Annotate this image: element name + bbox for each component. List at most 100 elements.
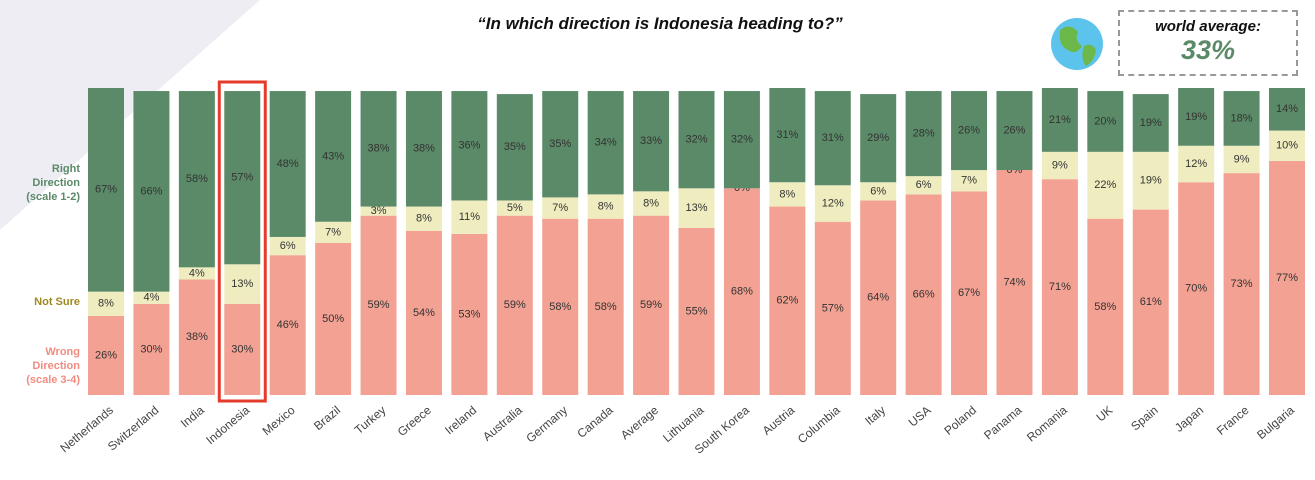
bar-segment bbox=[769, 206, 806, 395]
highlight-box bbox=[217, 80, 267, 403]
data-label: 32% bbox=[731, 134, 753, 146]
data-label: 31% bbox=[822, 132, 844, 144]
data-label: 12% bbox=[1185, 158, 1207, 170]
data-label: 57% bbox=[231, 172, 253, 184]
chart-title: “In which direction is Indonesia heading… bbox=[477, 14, 843, 33]
data-label: 11% bbox=[459, 211, 480, 223]
data-label: 7% bbox=[961, 175, 977, 187]
bar-segment bbox=[451, 233, 488, 395]
bar-segment bbox=[1178, 88, 1215, 146]
bar-segment bbox=[1269, 130, 1305, 161]
data-label: 22% bbox=[1094, 179, 1116, 191]
bar-segment bbox=[178, 279, 215, 395]
data-label: 26% bbox=[95, 349, 117, 361]
data-label: 7% bbox=[325, 226, 341, 238]
data-label: 19% bbox=[1140, 175, 1162, 187]
bar-segment bbox=[451, 91, 488, 201]
data-label: 53% bbox=[458, 308, 480, 320]
data-label: 62% bbox=[776, 295, 798, 307]
x-tick-label: Columbia bbox=[795, 403, 843, 447]
data-label: 61% bbox=[1140, 296, 1162, 308]
data-label: 59% bbox=[640, 299, 662, 311]
bar-segment bbox=[224, 91, 261, 265]
data-label: 33% bbox=[640, 135, 662, 147]
data-label: 14% bbox=[1276, 103, 1298, 115]
bar-segment bbox=[633, 91, 670, 192]
bar-segment bbox=[178, 267, 215, 280]
bar-segment bbox=[905, 91, 942, 177]
bar-segment bbox=[905, 194, 942, 395]
x-tick-label: Canada bbox=[574, 403, 615, 441]
data-label: 36% bbox=[458, 140, 480, 152]
data-label: 6% bbox=[280, 240, 296, 252]
data-label: 58% bbox=[186, 173, 208, 185]
bar-segment bbox=[315, 221, 352, 244]
bar-segment bbox=[269, 236, 306, 256]
data-label: 4% bbox=[143, 292, 159, 304]
bar-segment bbox=[769, 182, 806, 207]
legend-entry: Right Direction (scale 1-2) bbox=[26, 163, 80, 203]
data-label: 59% bbox=[504, 299, 526, 311]
bar-segment bbox=[224, 264, 261, 304]
data-label: 13% bbox=[231, 278, 253, 290]
bar-segment bbox=[996, 170, 1033, 395]
x-tick-label: Mexico bbox=[260, 403, 298, 438]
bar-segment bbox=[542, 218, 579, 395]
bar-segment bbox=[951, 91, 988, 171]
bar-segment bbox=[360, 215, 397, 395]
data-label: 64% bbox=[867, 292, 889, 304]
bar-segment bbox=[587, 91, 624, 195]
data-label: 38% bbox=[413, 143, 435, 155]
bar-segment bbox=[723, 91, 760, 189]
x-tick-label: Australia bbox=[480, 403, 525, 444]
data-label: 8% bbox=[598, 200, 614, 212]
x-tick-label: Bulgaria bbox=[1254, 403, 1297, 442]
data-label: 38% bbox=[186, 331, 208, 343]
bar-segment bbox=[860, 94, 897, 183]
annotation-value: 33% bbox=[1180, 35, 1236, 65]
bar-segment bbox=[769, 88, 806, 183]
data-label: 68% bbox=[731, 286, 753, 298]
data-label: 34% bbox=[595, 137, 617, 149]
bar-segment bbox=[360, 206, 397, 216]
data-label: 8% bbox=[779, 188, 795, 200]
bar-segment bbox=[88, 315, 124, 395]
legend-entry: Wrong Direction (scale 3-4) bbox=[26, 346, 80, 386]
data-label: 19% bbox=[1140, 117, 1162, 129]
bar-segment bbox=[860, 200, 897, 395]
bar-segment bbox=[1087, 91, 1124, 152]
bar-segment bbox=[88, 88, 124, 292]
data-label: 26% bbox=[958, 124, 980, 136]
bar-segment bbox=[1041, 179, 1078, 395]
x-tick-label: France bbox=[1214, 403, 1252, 438]
bar-segment bbox=[1132, 94, 1169, 152]
bar-segment bbox=[496, 200, 533, 216]
bar-segment bbox=[496, 215, 533, 395]
data-label: 74% bbox=[1003, 276, 1025, 288]
x-tick-label: Average bbox=[618, 403, 661, 443]
data-label: 57% bbox=[822, 302, 844, 314]
x-tick-label: Brazil bbox=[311, 403, 343, 433]
legend-entry: Not Sure bbox=[34, 296, 80, 308]
data-label: 13% bbox=[685, 202, 707, 214]
bar-segment bbox=[133, 91, 170, 292]
bar-segment bbox=[451, 200, 488, 234]
data-label: 9% bbox=[1234, 153, 1250, 165]
bar-segment bbox=[678, 188, 715, 228]
data-label: 55% bbox=[685, 305, 707, 317]
data-label: 58% bbox=[595, 301, 617, 313]
bar-segment bbox=[542, 91, 579, 198]
bar-segment bbox=[269, 91, 306, 237]
x-tick-label: Indonesia bbox=[203, 403, 252, 447]
bar-segment bbox=[133, 291, 170, 304]
bar-segment bbox=[633, 191, 670, 216]
data-label: 4% bbox=[189, 267, 205, 279]
bar-segment bbox=[633, 215, 670, 395]
x-tick-label: Turkey bbox=[352, 403, 389, 437]
data-label: 50% bbox=[322, 313, 344, 325]
data-label: 67% bbox=[95, 184, 117, 196]
bar-segment bbox=[1223, 145, 1260, 174]
bar-segment bbox=[587, 194, 624, 219]
